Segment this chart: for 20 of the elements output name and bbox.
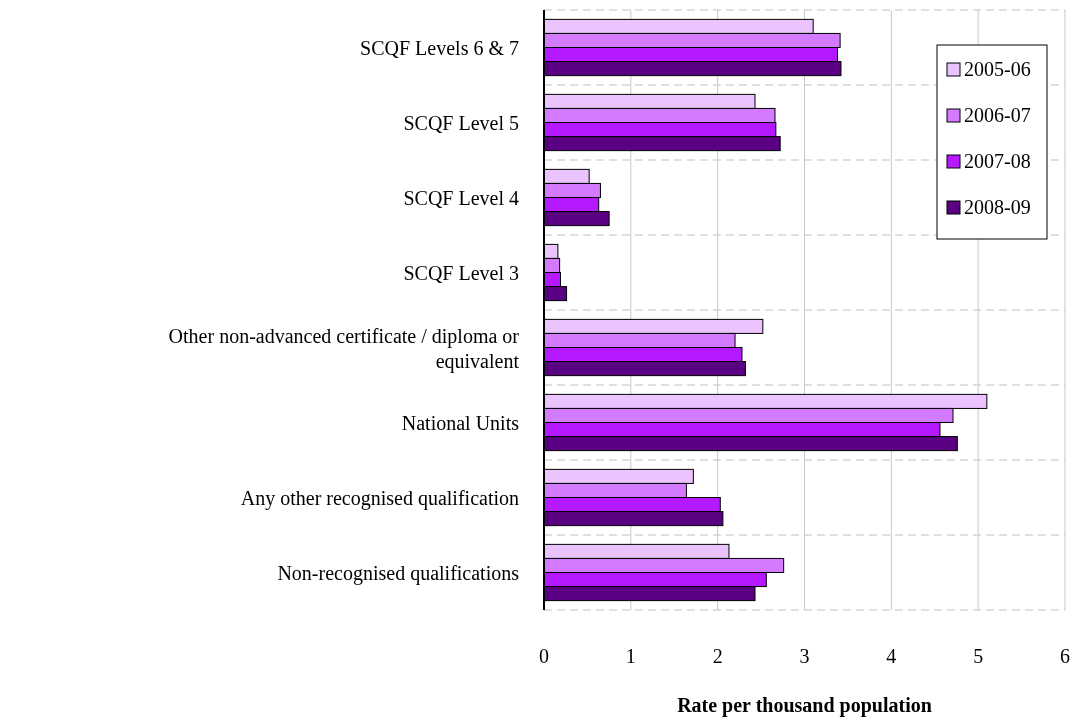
legend-label: 2008-09 [964, 196, 1031, 218]
y-tick-label: Any other recognised qualification [240, 486, 519, 510]
x-tick-label: 5 [973, 645, 984, 667]
x-tick-label: 6 [1060, 645, 1070, 667]
legend-label: 2005-06 [964, 58, 1031, 80]
x-tick-label: 1 [625, 645, 636, 667]
y-tick-label: Other non-advanced certificate / diploma or equivalent [168, 324, 520, 373]
legend-label: 2006-07 [964, 104, 1031, 126]
x-tick-label: 4 [886, 645, 897, 667]
y-tick-label: SCQF Level 5 [403, 111, 519, 134]
y-tick-label: SCQF Levels 6 & 7 [360, 36, 519, 59]
x-tick-label: 0 [539, 645, 549, 667]
y-tick-label: National Units [401, 411, 520, 434]
x-tick-label: 3 [799, 645, 810, 667]
x-tick-label: 2 [712, 645, 723, 667]
x-axis-title: Rate per thousand population [677, 694, 932, 717]
y-tick-label: SCQF Level 4 [403, 186, 519, 209]
y-tick-label: Non-recognised qualifications [277, 561, 520, 585]
legend-label: 2007-08 [964, 150, 1031, 172]
y-tick-label: SCQF Level 3 [403, 261, 519, 284]
